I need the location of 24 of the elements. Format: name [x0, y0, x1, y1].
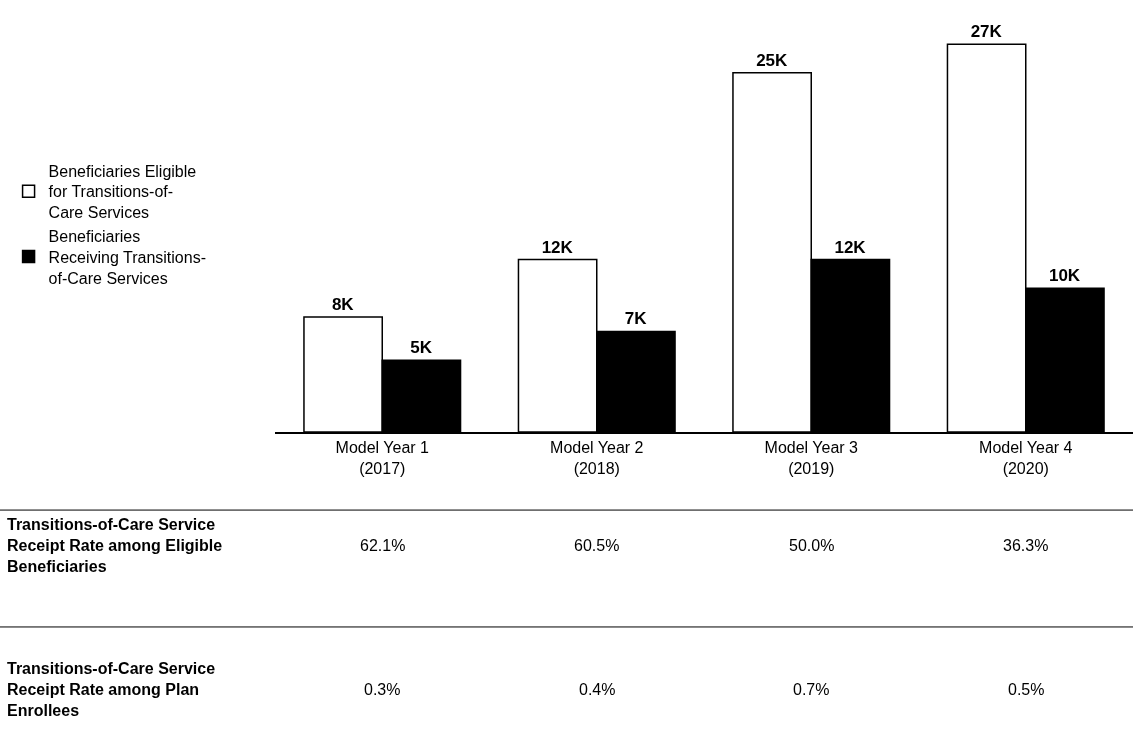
text: 36.3% — [1003, 537, 1049, 554]
data-label: 7K — [624, 309, 648, 329]
legend-label: Beneficiaries Receiving Transitions-of-Care Services — [48, 228, 206, 287]
legend-label: Beneficiaries Eligible for Transitions-of-Care Services — [48, 162, 197, 222]
data-label: 25K — [756, 50, 789, 70]
text: 60.5% — [574, 537, 620, 554]
data-label: 12K — [834, 237, 867, 257]
x-tick-label: Model Year 2 (2018) — [550, 438, 644, 477]
text: Transitions-of-Care Service Receipt Rate among Plan Enrollees — [7, 660, 216, 719]
text: 62.1% — [360, 537, 406, 554]
text: 0.5% — [1008, 681, 1045, 698]
data-label: 5K — [410, 338, 433, 358]
text: 0.4% — [579, 681, 616, 698]
x-tick-label: Model Year 3 (2019) — [764, 438, 859, 477]
text: 50.0% — [789, 537, 835, 554]
x-tick-label: Model Year 1 (2017) — [335, 438, 430, 477]
text: Transitions-of-Care Service Receipt Rate among Eligible Beneficiaries — [7, 516, 223, 575]
x-tick-label: Model Year 4 (2020) — [979, 438, 1073, 477]
text: 0.3% — [364, 681, 401, 698]
data-label: 8K — [331, 295, 355, 315]
text: 0.7% — [793, 681, 830, 698]
data-label: 12K — [541, 237, 574, 257]
data-label: 27K — [970, 22, 1003, 42]
data-label: 10K — [1048, 266, 1081, 286]
